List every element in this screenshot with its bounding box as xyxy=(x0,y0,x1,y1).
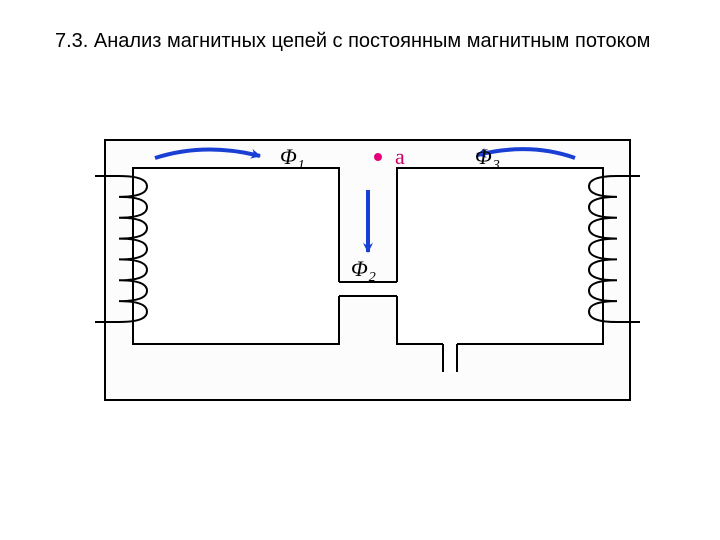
diagram-svg: a Φ1 Φ2 Φ3 xyxy=(95,130,640,410)
node-a-dot xyxy=(374,153,382,161)
page-title: 7.3. Анализ магнитных цепей с постоянным… xyxy=(55,30,680,53)
magnetic-circuit-diagram: a Φ1 Φ2 Φ3 xyxy=(95,130,640,410)
node-a-label: a xyxy=(395,144,405,169)
